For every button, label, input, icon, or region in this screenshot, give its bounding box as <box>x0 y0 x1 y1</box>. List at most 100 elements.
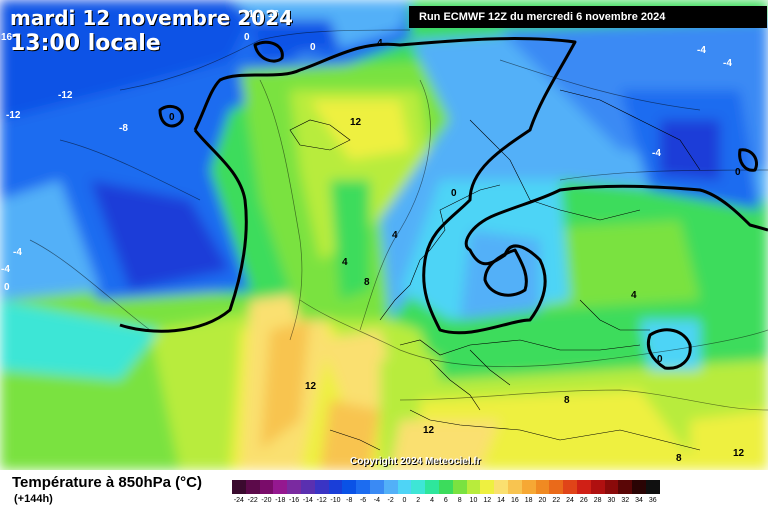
scale-swatch: 4 <box>425 480 439 504</box>
contour-label: 0 <box>4 282 10 293</box>
scale-label: -20 <box>261 497 272 504</box>
copyright-notice: Copyright 2024 Meteociel.fr <box>350 456 481 467</box>
scale-swatch: 34 <box>632 480 646 504</box>
scale-label: 12 <box>483 497 492 504</box>
scale-label: 28 <box>593 497 602 504</box>
scale-swatch: 8 <box>452 480 467 504</box>
scale-swatch: 28 <box>590 480 605 504</box>
scale-label: -22 <box>247 497 258 504</box>
scale-swatch: -10 <box>328 480 343 504</box>
scale-label: -2 <box>387 497 394 504</box>
scale-label: 18 <box>524 497 533 504</box>
scale-swatch: 14 <box>494 480 508 504</box>
legend-title: Température à 850hPa (°C) <box>12 474 202 491</box>
color-scale: -24 -22 -20 -18 -16 -14 -12 -10 -8 -6 -4 -2 0 2 4 6 8 10 1… <box>232 480 660 504</box>
temperature-map: -12 16 0 0 16 -12 -12 -8 0 4 12 4 8 0 -4… <box>0 0 768 470</box>
scale-swatch: 24 <box>563 480 577 504</box>
contour-label: 16 <box>1 32 13 43</box>
scale-swatch: -16 <box>287 480 301 504</box>
scale-label: 2 <box>416 497 421 504</box>
contour-label: -4 <box>1 264 10 275</box>
scale-label: 16 <box>510 497 519 504</box>
scale-swatch: 2 <box>411 480 426 504</box>
scale-swatch: -14 <box>300 480 315 504</box>
contour-label: 8 <box>676 453 682 464</box>
contour-label: -4 <box>652 148 661 159</box>
scale-swatch: -24 <box>232 480 246 504</box>
scale-swatch: 26 <box>576 480 591 504</box>
scale-label: -16 <box>289 497 300 504</box>
scale-label: -6 <box>359 497 367 504</box>
scale-label: 6 <box>443 497 448 504</box>
zero-degree-isotherm <box>119 37 768 370</box>
scale-swatch: -8 <box>342 480 357 504</box>
contour-label: 0 <box>244 32 250 43</box>
scale-swatch: 22 <box>549 480 564 504</box>
isotherm-lines <box>29 29 768 411</box>
contour-label: 4 <box>342 257 348 268</box>
scale-swatch: 20 <box>535 480 550 504</box>
scale-label: 0 <box>402 497 407 504</box>
scale-label: 26 <box>579 497 588 504</box>
temperature-field <box>0 0 768 470</box>
legend: Température à 850hPa (°C) (+144h) -24 -22… <box>0 470 768 512</box>
contour-label: 4 <box>392 230 398 241</box>
scale-label: 30 <box>607 497 616 504</box>
contour-label: -8 <box>119 123 128 134</box>
scale-swatch: -2 <box>383 480 398 504</box>
forecast-time: 13:00 locale <box>10 31 161 56</box>
scale-label: 24 <box>566 497 574 504</box>
scale-swatch: 12 <box>480 480 495 504</box>
contour-label: 12 <box>350 117 362 128</box>
contour-label: -12 <box>6 110 21 121</box>
contour-label: 12 <box>305 381 317 392</box>
scale-label: 20 <box>538 497 547 504</box>
model-run-banner: Run ECMWF 12Z du mercredi 6 novembre 202… <box>409 6 767 28</box>
scale-swatch: -20 <box>259 480 274 504</box>
scale-swatch: 0 <box>397 480 412 504</box>
scale-label: 14 <box>497 497 505 504</box>
scale-label: 32 <box>621 497 630 504</box>
contour-label: -4 <box>723 58 732 69</box>
scale-swatch: 30 <box>604 480 619 504</box>
scale-swatch: -18 <box>273 480 288 504</box>
scale-swatch: 36 <box>645 480 660 504</box>
contour-label: -4 <box>697 45 706 56</box>
scale-label: -14 <box>302 497 313 504</box>
contour-label: 0 <box>451 188 457 199</box>
scale-swatch: -6 <box>356 480 370 504</box>
contour-label: -4 <box>13 247 22 258</box>
scale-swatch: -12 <box>314 480 329 504</box>
scale-swatch: 18 <box>521 480 536 504</box>
contour-labels: -12 16 0 0 16 -12 -12 -8 0 4 12 4 8 0 -4… <box>1 9 745 464</box>
contour-label: 16 <box>268 9 280 20</box>
contour-label: 0 <box>310 42 316 53</box>
contour-label: 12 <box>423 425 435 436</box>
legend-subtitle: (+144h) <box>14 493 53 505</box>
scale-label: -12 <box>316 497 327 504</box>
scale-label: 8 <box>457 497 462 504</box>
contour-label: -12 <box>245 9 260 20</box>
contour-label: 4 <box>377 38 383 49</box>
contour-label: 0 <box>657 354 663 365</box>
scale-label: -24 <box>233 497 244 504</box>
scale-swatch: 16 <box>507 480 522 504</box>
scale-label: 4 <box>430 497 434 504</box>
scale-swatch: -22 <box>245 480 260 504</box>
contour-label: 8 <box>564 395 570 406</box>
scale-label: 10 <box>469 497 478 504</box>
forecast-date: mardi 12 novembre 2024 <box>10 6 293 30</box>
contour-label: -12 <box>58 90 73 101</box>
scale-label: -10 <box>330 497 341 504</box>
contour-label: 4 <box>631 290 637 301</box>
contour-label: 0 <box>169 112 175 123</box>
scale-swatch: 10 <box>466 480 481 504</box>
contour-label: 12 <box>733 448 745 459</box>
scale-label: -4 <box>373 497 380 504</box>
scale-label: 22 <box>552 497 561 504</box>
scale-label: 36 <box>648 497 657 504</box>
scale-label: 34 <box>635 497 643 504</box>
contour-label: 8 <box>364 277 370 288</box>
scale-label: -8 <box>346 497 353 504</box>
scale-swatch: -4 <box>369 480 384 504</box>
